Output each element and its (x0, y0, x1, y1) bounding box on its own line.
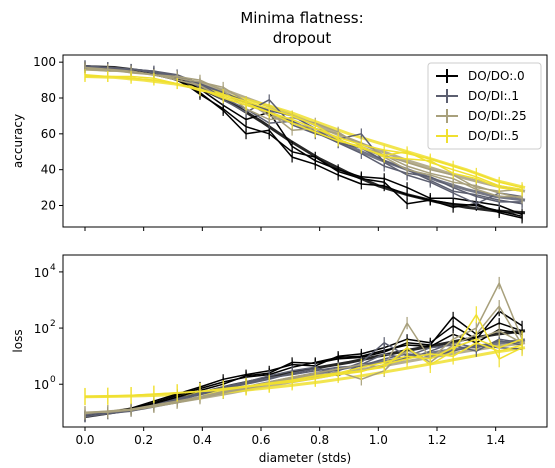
accuracy-ylabel: accuracy (11, 114, 25, 168)
accuracy-plot-area (84, 60, 526, 224)
loss-xtick-label: 0.6 (251, 433, 270, 447)
accuracy-line-do-di-5-run-3 (85, 75, 523, 192)
loss-line-do-do-0-run-1 (84, 316, 523, 418)
accuracy-ytick-label: 80 (41, 91, 56, 105)
loss-line-do-di-5-run-3 (84, 342, 523, 398)
accuracy-line-do-di-1-run-3 (84, 65, 523, 205)
accuracy-ytick-label: 40 (41, 163, 56, 177)
loss-xtick-label: 0.4 (193, 433, 212, 447)
legend-label-do-di-25: DO/DI:.25 (468, 109, 527, 123)
loss-line-do-do-0-run-3 (84, 328, 523, 418)
loss-ytick-exponent: 0 (50, 375, 56, 385)
loss-ytick-label: 10 (34, 322, 49, 336)
accuracy-axes-frame (62, 54, 548, 228)
legend-label-do-di-1: DO/DI:.1 (468, 89, 519, 103)
loss-xtick-label: 0.2 (134, 433, 153, 447)
loss-xtick-label: 1.2 (427, 433, 446, 447)
accuracy-line-do-di-5-run-2 (84, 73, 523, 191)
figure-title-line-2: dropout (273, 29, 332, 47)
loss-xtick-label: 0.0 (75, 433, 94, 447)
accuracy-ytick-label: 60 (41, 127, 56, 141)
figure-title-line-1: Minima flatness: (240, 9, 363, 27)
legend-box (427, 62, 542, 150)
loss-ylabel: loss (11, 329, 25, 352)
loss-xtick-label: 1.4 (486, 433, 505, 447)
loss-ytick-exponent: 2 (50, 319, 56, 329)
loss-ytick-label: 10 (34, 378, 49, 392)
accuracy-panel: 20 40 60 80 100 accuracy DO/DO:.0 DO/DI:.1 DO/DI… (11, 54, 548, 231)
loss-plot-area (84, 276, 526, 423)
loss-line-do-di-25-run-1 (84, 282, 523, 414)
accuracy-line-do-di-25-run-3 (84, 66, 523, 200)
legend-label-do-di-5: DO/DI:.5 (468, 129, 519, 143)
accuracy-ytick-label: 20 (41, 199, 56, 213)
loss-xlabel: diameter (stds) (259, 451, 351, 465)
loss-ytick-label: 10 (34, 266, 49, 280)
loss-xtick-label: 1.0 (369, 433, 388, 447)
legend: DO/DO:.0 DO/DI:.1 DO/DI:.25 DO/DI:.5 (427, 62, 542, 150)
accuracy-ytick-label: 100 (33, 55, 56, 69)
loss-xtick-label: 0.8 (310, 433, 329, 447)
loss-smooth-do-di-5 (84, 346, 526, 399)
legend-label-do-do-0: DO/DO:.0 (468, 69, 525, 83)
loss-ytick-exponent: 4 (50, 263, 56, 273)
loss-axes-frame (62, 254, 548, 428)
